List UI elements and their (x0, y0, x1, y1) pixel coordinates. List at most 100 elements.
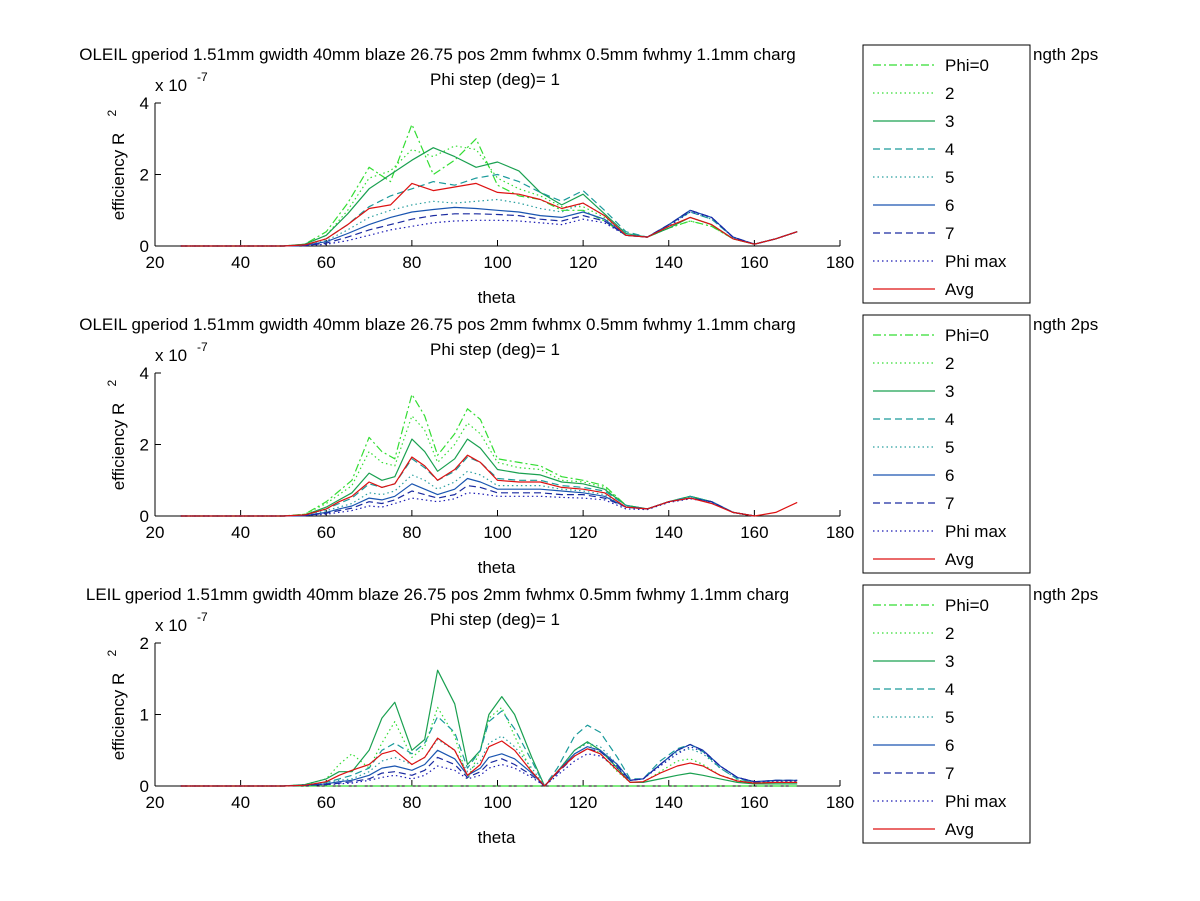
legend-label: 2 (945, 624, 954, 643)
chart-title-tail: ngth 2ps (1033, 45, 1098, 64)
x-tick-label: 140 (655, 793, 683, 812)
y-tick-label: 1 (140, 706, 149, 725)
x-tick-label: 120 (569, 253, 597, 272)
chart-title: OLEIL gperiod 1.51mm gwidth 40mm blaze 2… (79, 45, 796, 64)
series-line-5 (180, 735, 798, 787)
x-tick-label: 160 (740, 523, 768, 542)
series-line-9 (180, 182, 798, 247)
y-axis-label-group: efficiency R 2 (105, 380, 128, 491)
x-tick-label: 160 (740, 793, 768, 812)
legend-label: Avg (945, 280, 974, 299)
legend: Phi=0 2 3 4 5 6 7 Phi max Avg (862, 584, 1031, 844)
y-tick-label: 4 (140, 94, 149, 113)
series-line-8 (180, 746, 798, 787)
y-tick-label: 0 (140, 237, 149, 256)
y-axis-label: efficiency R (109, 403, 128, 491)
legend: Phi=0 2 3 4 5 6 7 Phi max Avg (862, 314, 1031, 574)
chart-title-tail: ngth 2ps (1033, 585, 1098, 604)
series-line-9 (180, 737, 798, 787)
series-line-3 (180, 669, 798, 787)
legend-label: 5 (945, 708, 954, 727)
x-tick-label: 20 (146, 253, 165, 272)
chart-subtitle: Phi step (deg)= 1 (430, 340, 560, 359)
x-tick-label: 60 (317, 253, 336, 272)
y-axis-exponent-base: x 10 (155, 346, 187, 365)
x-tick-label: 20 (146, 793, 165, 812)
legend-label: Avg (945, 550, 974, 569)
legend-label: 2 (945, 354, 954, 373)
legend-box (862, 314, 1031, 574)
x-tick-label: 180 (826, 793, 854, 812)
legend-label: 7 (945, 764, 954, 783)
chart-title: LEIL gperiod 1.51mm gwidth 40mm blaze 26… (86, 585, 789, 604)
y-axis-exponent-base: x 10 (155, 76, 187, 95)
series-line-7 (180, 209, 798, 247)
x-tick-label: 120 (569, 793, 597, 812)
x-axis-label: theta (478, 288, 516, 307)
x-axis-label: theta (478, 828, 516, 847)
legend-label: 7 (945, 494, 954, 513)
chart-panel-2: OLEIL gperiod 1.51mm gwidth 40mm blaze 2… (79, 314, 1098, 577)
legend-label: Phi=0 (945, 56, 989, 75)
x-tick-label: 100 (483, 793, 511, 812)
series-line-8 (180, 492, 755, 517)
y-axis-exponent-power: -7 (197, 70, 208, 84)
series-line-2 (180, 145, 798, 247)
x-tick-label: 80 (402, 793, 421, 812)
legend-label: 6 (945, 466, 954, 485)
legend: Phi=0 2 3 4 5 6 7 Phi max Avg (862, 44, 1031, 304)
chart-panel-3: LEIL gperiod 1.51mm gwidth 40mm blaze 26… (86, 584, 1098, 847)
y-axis-exponent-power: -7 (197, 610, 208, 624)
legend-label: 6 (945, 196, 954, 215)
x-tick-label: 140 (655, 253, 683, 272)
x-tick-label: 40 (231, 523, 250, 542)
x-tick-label: 100 (483, 253, 511, 272)
series-line-9 (180, 454, 798, 517)
series-line-7 (180, 743, 798, 787)
series-line-2 (180, 706, 798, 787)
chart-panel-1: OLEIL gperiod 1.51mm gwidth 40mm blaze 2… (79, 44, 1098, 307)
y-axis-label: efficiency R (109, 133, 128, 221)
chart-subtitle: Phi step (deg)= 1 (430, 610, 560, 629)
y-axis-label-superscript: 2 (105, 380, 119, 387)
x-tick-label: 180 (826, 523, 854, 542)
chart-title: OLEIL gperiod 1.51mm gwidth 40mm blaze 2… (79, 315, 796, 334)
legend-label: Phi max (945, 522, 1007, 541)
x-tick-label: 60 (317, 523, 336, 542)
x-tick-label: 80 (402, 253, 421, 272)
y-tick-label: 2 (140, 436, 149, 455)
y-axis-label-superscript: 2 (105, 650, 119, 657)
legend-label: Phi=0 (945, 326, 989, 345)
x-tick-label: 20 (146, 523, 165, 542)
legend-label: 4 (945, 410, 954, 429)
x-tick-label: 80 (402, 523, 421, 542)
legend-label: 3 (945, 382, 954, 401)
chart-title-tail: ngth 2ps (1033, 315, 1098, 334)
legend-label: Phi max (945, 252, 1007, 271)
y-tick-label: 4 (140, 364, 149, 383)
legend-label: Phi=0 (945, 596, 989, 615)
y-tick-label: 0 (140, 777, 149, 796)
y-axis-label: efficiency R (109, 673, 128, 761)
x-tick-label: 160 (740, 253, 768, 272)
legend-label: 6 (945, 736, 954, 755)
y-axis-label-group: efficiency R 2 (105, 110, 128, 221)
legend-label: 3 (945, 112, 954, 131)
chart-subtitle: Phi step (deg)= 1 (430, 70, 560, 89)
legend-label: 4 (945, 140, 954, 159)
x-tick-label: 180 (826, 253, 854, 272)
y-tick-label: 0 (140, 507, 149, 526)
y-axis-label-superscript: 2 (105, 110, 119, 117)
legend-label: 5 (945, 168, 954, 187)
y-axis-exponent-base: x 10 (155, 616, 187, 635)
x-tick-label: 140 (655, 523, 683, 542)
y-tick-label: 2 (140, 634, 149, 653)
x-tick-label: 120 (569, 523, 597, 542)
x-tick-label: 60 (317, 793, 336, 812)
legend-box (862, 44, 1031, 304)
x-tick-label: 40 (231, 793, 250, 812)
x-axis-label: theta (478, 558, 516, 577)
legend-box (862, 584, 1031, 844)
legend-label: 2 (945, 84, 954, 103)
